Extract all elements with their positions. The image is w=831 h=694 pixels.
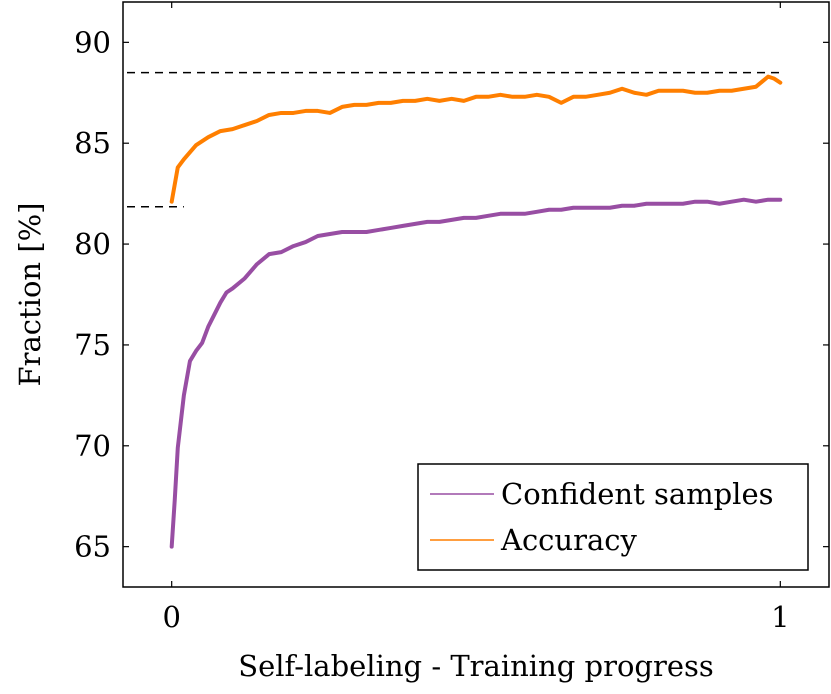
legend: Confident samples Accuracy: [417, 463, 809, 571]
y-tick-label: 85: [74, 126, 111, 160]
legend-box: [417, 463, 809, 571]
y-tick-label: 70: [74, 429, 111, 463]
x-tick-label: 1: [771, 600, 789, 634]
series-line-confident-samples: [169, 197, 783, 549]
y-tick-label: 80: [74, 227, 111, 261]
y-tick-label: 90: [74, 25, 111, 59]
plot-frame: [122, 1, 830, 588]
legend-label-accuracy: Accuracy: [500, 523, 637, 557]
y-axis-ticks: 65 70 75 80 85 90: [74, 25, 829, 564]
legend-label-confident-samples: Confident samples: [501, 477, 774, 511]
y-tick-label: 75: [74, 328, 111, 362]
x-tick-label: 0: [162, 600, 180, 634]
series-layer: [169, 74, 783, 549]
y-tick-label: 65: [74, 530, 111, 564]
series-line-accuracy: [169, 74, 783, 204]
y-axis-title: Fraction [%]: [13, 203, 47, 387]
x-axis-title: Self-labeling - Training progress: [238, 649, 714, 683]
reference-lines: [127, 71, 781, 208]
